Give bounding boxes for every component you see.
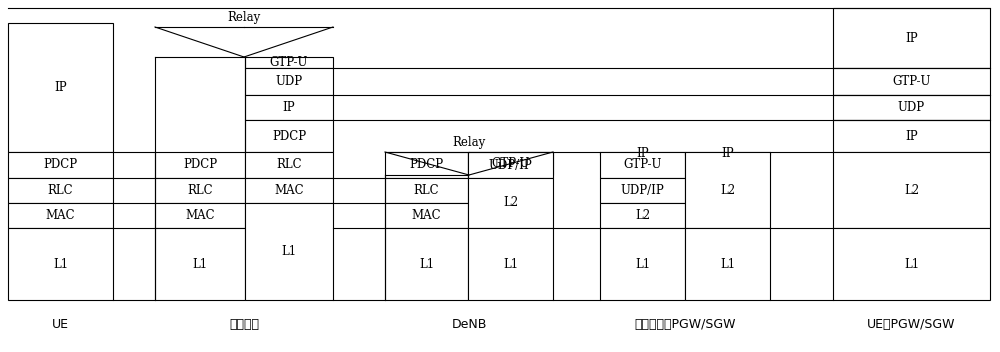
Bar — [245, 68, 333, 95]
Text: MAC: MAC — [274, 184, 304, 197]
Text: MAC: MAC — [412, 209, 441, 222]
Bar — [245, 120, 333, 152]
Bar — [600, 152, 685, 178]
Text: RLC: RLC — [187, 184, 213, 197]
Text: L2: L2 — [904, 183, 919, 196]
Text: L1: L1 — [192, 258, 208, 270]
Text: L2: L2 — [635, 209, 650, 222]
Text: UE: UE — [52, 318, 69, 331]
Bar — [155, 152, 245, 178]
Text: PDCP: PDCP — [272, 130, 306, 143]
Bar — [8, 228, 113, 300]
Text: L2: L2 — [720, 183, 735, 196]
Bar — [8, 23, 113, 152]
Text: GTP-U: GTP-U — [892, 75, 931, 88]
Text: 中继节点的PGW/SGW: 中继节点的PGW/SGW — [634, 318, 736, 331]
Bar — [155, 228, 245, 300]
Text: IP: IP — [283, 101, 295, 114]
Text: UDP: UDP — [275, 75, 303, 88]
Text: UE的PGW/SGW: UE的PGW/SGW — [867, 318, 956, 331]
Bar — [833, 8, 990, 68]
Text: UDP: UDP — [898, 101, 925, 114]
Text: MAC: MAC — [185, 209, 215, 222]
Text: L1: L1 — [720, 258, 735, 270]
Text: IP: IP — [636, 147, 649, 160]
Bar — [600, 203, 685, 228]
Text: PDCP: PDCP — [409, 158, 444, 171]
Text: RLC: RLC — [48, 184, 73, 197]
Text: L1: L1 — [904, 258, 919, 270]
Bar — [468, 152, 553, 178]
Text: IP: IP — [54, 81, 67, 94]
Text: L1: L1 — [635, 258, 650, 270]
Bar — [245, 57, 333, 68]
Text: PDCP: PDCP — [43, 158, 78, 171]
Text: UDP/IP: UDP/IP — [489, 158, 532, 171]
Text: Relay: Relay — [227, 11, 261, 24]
Bar — [8, 203, 113, 228]
Text: MAC: MAC — [46, 209, 75, 222]
Bar — [833, 228, 990, 300]
Text: RLC: RLC — [276, 158, 302, 171]
Bar — [385, 228, 468, 300]
Bar — [155, 203, 245, 228]
Bar — [8, 152, 113, 178]
Bar — [600, 228, 685, 300]
Bar — [245, 178, 333, 203]
Bar — [685, 228, 770, 300]
Text: L1: L1 — [281, 245, 297, 258]
Bar — [833, 152, 990, 228]
Bar — [385, 152, 468, 178]
Bar — [685, 152, 770, 228]
Text: IP: IP — [905, 130, 918, 143]
Text: PDCP: PDCP — [183, 158, 217, 171]
Bar — [833, 95, 990, 120]
Text: L1: L1 — [53, 258, 68, 270]
Text: L2: L2 — [503, 196, 518, 209]
Bar — [833, 68, 990, 95]
Text: UDP/IP: UDP/IP — [621, 184, 664, 197]
Text: GTP-U: GTP-U — [270, 56, 308, 69]
Bar — [245, 152, 333, 178]
Bar — [468, 178, 553, 228]
Bar — [833, 120, 990, 152]
Bar — [468, 228, 553, 300]
Bar — [385, 178, 468, 203]
Text: L1: L1 — [419, 258, 434, 270]
Text: RLC: RLC — [414, 184, 439, 197]
Text: GTP-U: GTP-U — [623, 158, 662, 171]
Bar — [155, 178, 245, 203]
Text: 中继节点: 中继节点 — [229, 318, 259, 331]
Bar — [600, 152, 685, 155]
Bar — [8, 178, 113, 203]
Text: IP: IP — [905, 31, 918, 44]
Text: Relay: Relay — [452, 136, 486, 149]
Bar — [385, 203, 468, 228]
Bar — [468, 152, 553, 175]
Text: DeNB: DeNB — [451, 318, 487, 331]
Bar — [245, 95, 333, 120]
Text: L1: L1 — [503, 258, 518, 270]
Bar — [685, 152, 770, 155]
Bar — [600, 178, 685, 203]
Text: GTP-U: GTP-U — [491, 157, 530, 170]
Bar — [245, 203, 333, 300]
Text: IP: IP — [721, 147, 734, 160]
